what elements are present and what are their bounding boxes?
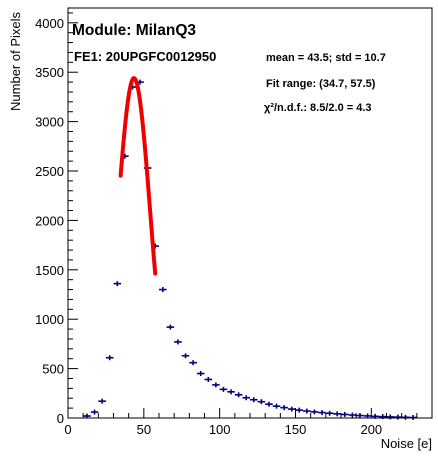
data-point	[303, 408, 311, 414]
data-point	[341, 411, 349, 417]
stats-chi2: χ²/n.d.f.: 8.5/2.0 = 4.3	[264, 102, 372, 114]
data-point	[174, 339, 182, 345]
data-point	[204, 376, 213, 382]
y-tick-label: 0	[57, 411, 64, 426]
plot-frame	[67, 7, 433, 419]
data-point	[250, 397, 258, 403]
fit-curve	[118, 76, 158, 276]
data-point	[242, 395, 250, 401]
y-axis-label: Number of Pixels	[8, 12, 23, 111]
x-tick-label: 200	[360, 422, 382, 437]
x-tick-label: 0	[64, 422, 71, 437]
y-tick-label: 4000	[35, 16, 64, 31]
data-point	[386, 414, 395, 420]
data-point	[90, 409, 99, 415]
data-point	[98, 398, 106, 404]
data-point	[325, 410, 334, 416]
x-axis-label: Noise [e]	[381, 436, 432, 451]
data-point	[212, 382, 220, 388]
x-tick-label: 50	[137, 422, 151, 437]
chart-subtitle: FE1: 20UPGFC0012950	[74, 49, 216, 64]
data-point	[394, 414, 402, 420]
data-point	[105, 355, 114, 361]
data-point	[280, 405, 288, 411]
y-tick-label: 500	[42, 362, 64, 377]
data-points	[83, 79, 417, 421]
data-point	[333, 411, 341, 417]
data-point	[234, 392, 243, 398]
x-tick-label: 150	[285, 422, 307, 437]
y-tick-label: 3500	[35, 65, 64, 80]
data-point	[257, 399, 266, 405]
data-point	[159, 287, 167, 293]
data-point	[401, 414, 410, 420]
data-point	[189, 360, 197, 366]
data-point	[310, 409, 319, 415]
data-point	[265, 401, 273, 407]
y-tick-label: 3000	[35, 115, 64, 130]
data-point	[166, 324, 175, 330]
stats-mean-std: mean = 43.5; std = 10.7	[266, 52, 386, 64]
data-point	[227, 389, 235, 395]
data-point	[219, 386, 228, 392]
x-tick-label: 100	[209, 422, 231, 437]
data-point	[181, 353, 190, 359]
y-tick-label: 2500	[35, 164, 64, 179]
data-point	[318, 410, 326, 416]
chart-title: Module: MilanQ3	[72, 22, 196, 39]
stats-fit-range: Fit range: (34.7, 57.5)	[266, 78, 376, 90]
data-point	[356, 413, 364, 419]
axes: 0 50 100 150 2000500100015002000250030003500…	[35, 12, 433, 437]
y-tick-label: 2000	[35, 213, 64, 228]
data-point	[348, 412, 357, 418]
y-tick-label: 1500	[35, 263, 64, 278]
data-point	[295, 407, 304, 413]
data-point	[272, 403, 281, 409]
y-tick-label: 1000	[35, 312, 64, 327]
data-point	[287, 406, 296, 412]
data-point	[196, 371, 205, 377]
data-point	[113, 281, 122, 287]
